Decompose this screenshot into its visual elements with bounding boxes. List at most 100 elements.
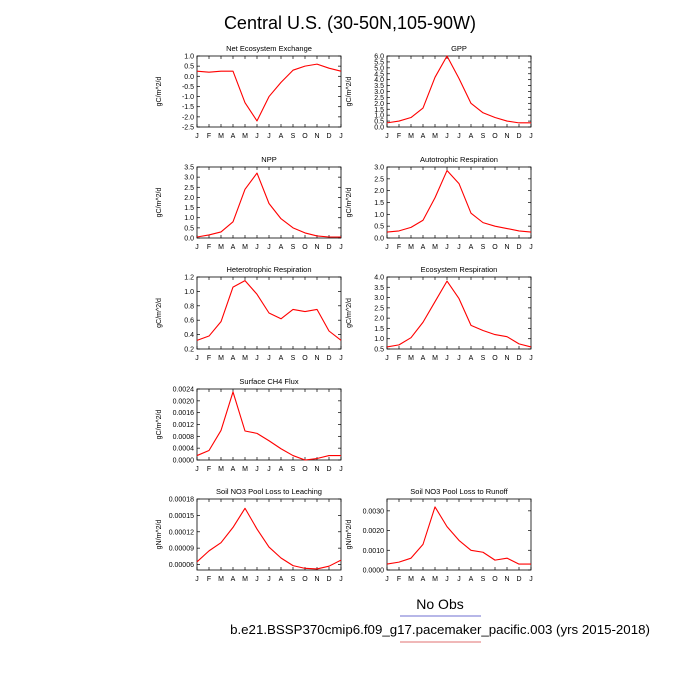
y-tick-label: 0.5 xyxy=(184,225,194,232)
x-tick-label: F xyxy=(397,133,401,140)
x-tick-label: F xyxy=(207,466,211,473)
x-tick-label: S xyxy=(291,133,296,140)
panel-title: NPP xyxy=(261,155,276,164)
panels: Net Ecosystem Exchange -2.5 -2.0 -1.5 -1.0 -0… xyxy=(156,44,533,583)
plot-frame xyxy=(196,55,342,128)
y-tick-label: 3.0 xyxy=(374,295,384,302)
x-tick-label: J xyxy=(457,355,461,362)
x-tick-label: A xyxy=(469,576,474,583)
y-tick-label: 0.0 xyxy=(184,74,194,81)
y-tick-label: 0.2 xyxy=(184,347,194,354)
x-tick-label: J xyxy=(457,576,461,583)
y-axis-label: gC/m^2/d xyxy=(156,410,163,440)
x-tick-label: M xyxy=(242,576,248,583)
x-tick-label: J xyxy=(385,576,389,583)
x-tick-label: J xyxy=(385,244,389,251)
panel-5: Heterotrophic Respiration 0.2 0.4 0.6 0.8 1.0… xyxy=(156,265,343,362)
y-tick-label: 0.00018 xyxy=(169,497,194,504)
x-tick-label: D xyxy=(326,576,331,583)
x-tick-label: M xyxy=(242,244,248,251)
x-tick-label: J xyxy=(457,244,461,251)
y-tick-label: 0.0004 xyxy=(173,446,195,453)
y-tick-label: 0.0 xyxy=(184,236,194,243)
panel-title: Ecosystem Respiration xyxy=(421,265,498,274)
y-tick-label: 0.0020 xyxy=(363,528,385,535)
x-tick-label: J xyxy=(339,466,343,473)
y-tick-label: 5.0 xyxy=(374,65,384,72)
series-line xyxy=(196,391,341,461)
y-tick-label: 0.6 xyxy=(184,318,194,325)
panel-8: Soil NO3 Pool Loss to Leaching 0.00006 0.0… xyxy=(156,487,343,583)
y-tick-label: 3.5 xyxy=(184,165,194,172)
y-axis-label: gC/m^2/d xyxy=(346,188,353,218)
y-tick-label: 0.0012 xyxy=(173,422,195,429)
x-tick-label: M xyxy=(218,133,224,140)
y-tick-label: 0.4 xyxy=(184,332,194,339)
panel-title: GPP xyxy=(451,44,467,53)
y-tick-label: 0.0030 xyxy=(363,508,385,515)
x-tick-label: F xyxy=(207,576,211,583)
x-tick-label: D xyxy=(326,244,331,251)
x-tick-label: J xyxy=(255,355,259,362)
x-tick-label: A xyxy=(469,355,474,362)
x-tick-label: D xyxy=(516,133,521,140)
x-tick-label: J xyxy=(339,133,343,140)
y-axis-label: gN/m^2/d xyxy=(346,520,353,550)
x-tick-label: D xyxy=(516,355,521,362)
x-tick-label: A xyxy=(469,244,474,251)
y-tick-label: -1.0 xyxy=(182,94,194,101)
y-tick-label: 5.5 xyxy=(374,59,384,66)
x-tick-label: A xyxy=(231,133,236,140)
x-tick-label: A xyxy=(421,133,426,140)
x-tick-label: M xyxy=(432,355,438,362)
x-tick-label: J xyxy=(445,355,449,362)
y-tick-label: 0.0010 xyxy=(363,548,385,555)
y-axis-label: gC/m^2/d xyxy=(156,77,163,107)
series-line xyxy=(196,280,342,341)
x-tick-label: O xyxy=(492,133,498,140)
x-tick-label: J xyxy=(255,576,259,583)
x-tick-label: N xyxy=(314,355,319,362)
series-line xyxy=(386,506,531,565)
y-tick-label: 0.5 xyxy=(374,224,384,231)
plot-frame xyxy=(386,166,532,239)
panel-title: Autotrophic Respiration xyxy=(420,155,498,164)
x-tick-label: J xyxy=(339,576,343,583)
y-tick-label: 3.0 xyxy=(184,175,194,182)
y-axis-label: gN/m^2/d xyxy=(156,520,163,550)
x-tick-label: J xyxy=(529,133,533,140)
x-tick-label: O xyxy=(492,355,498,362)
y-tick-label: 2.5 xyxy=(374,95,384,102)
panel-title: Net Ecosystem Exchange xyxy=(226,44,312,53)
y-tick-label: 1.2 xyxy=(184,275,194,282)
y-tick-label: 4.5 xyxy=(374,71,384,78)
x-tick-label: J xyxy=(529,576,533,583)
x-tick-label: A xyxy=(421,244,426,251)
x-tick-label: N xyxy=(314,576,319,583)
y-tick-label: 0.0000 xyxy=(173,458,195,465)
y-tick-label: 1.5 xyxy=(374,326,384,333)
x-tick-label: J xyxy=(267,244,271,251)
x-tick-label: N xyxy=(504,576,509,583)
x-tick-label: J xyxy=(445,133,449,140)
x-tick-label: O xyxy=(492,576,498,583)
x-tick-label: J xyxy=(529,355,533,362)
x-tick-label: J xyxy=(195,576,199,583)
y-tick-label: 0.00006 xyxy=(169,562,194,569)
y-tick-label: 4.0 xyxy=(374,275,384,282)
x-tick-label: N xyxy=(504,355,509,362)
x-tick-label: A xyxy=(421,576,426,583)
x-tick-label: J xyxy=(457,133,461,140)
y-tick-label: 3.0 xyxy=(374,89,384,96)
panel-title: Surface CH4 Flux xyxy=(239,377,298,386)
x-tick-label: F xyxy=(397,355,401,362)
y-tick-label: 2.0 xyxy=(374,101,384,108)
y-tick-label: 6.0 xyxy=(374,54,384,61)
x-tick-label: N xyxy=(314,244,319,251)
x-tick-label: N xyxy=(314,466,319,473)
x-tick-label: M xyxy=(242,355,248,362)
panel-title: Soil NO3 Pool Loss to Leaching xyxy=(216,487,322,496)
y-tick-label: 0.5 xyxy=(374,347,384,354)
panel-6: Ecosystem Respiration 0.5 1.0 1.5 2.0 2.5 3.0 3… xyxy=(346,265,533,362)
